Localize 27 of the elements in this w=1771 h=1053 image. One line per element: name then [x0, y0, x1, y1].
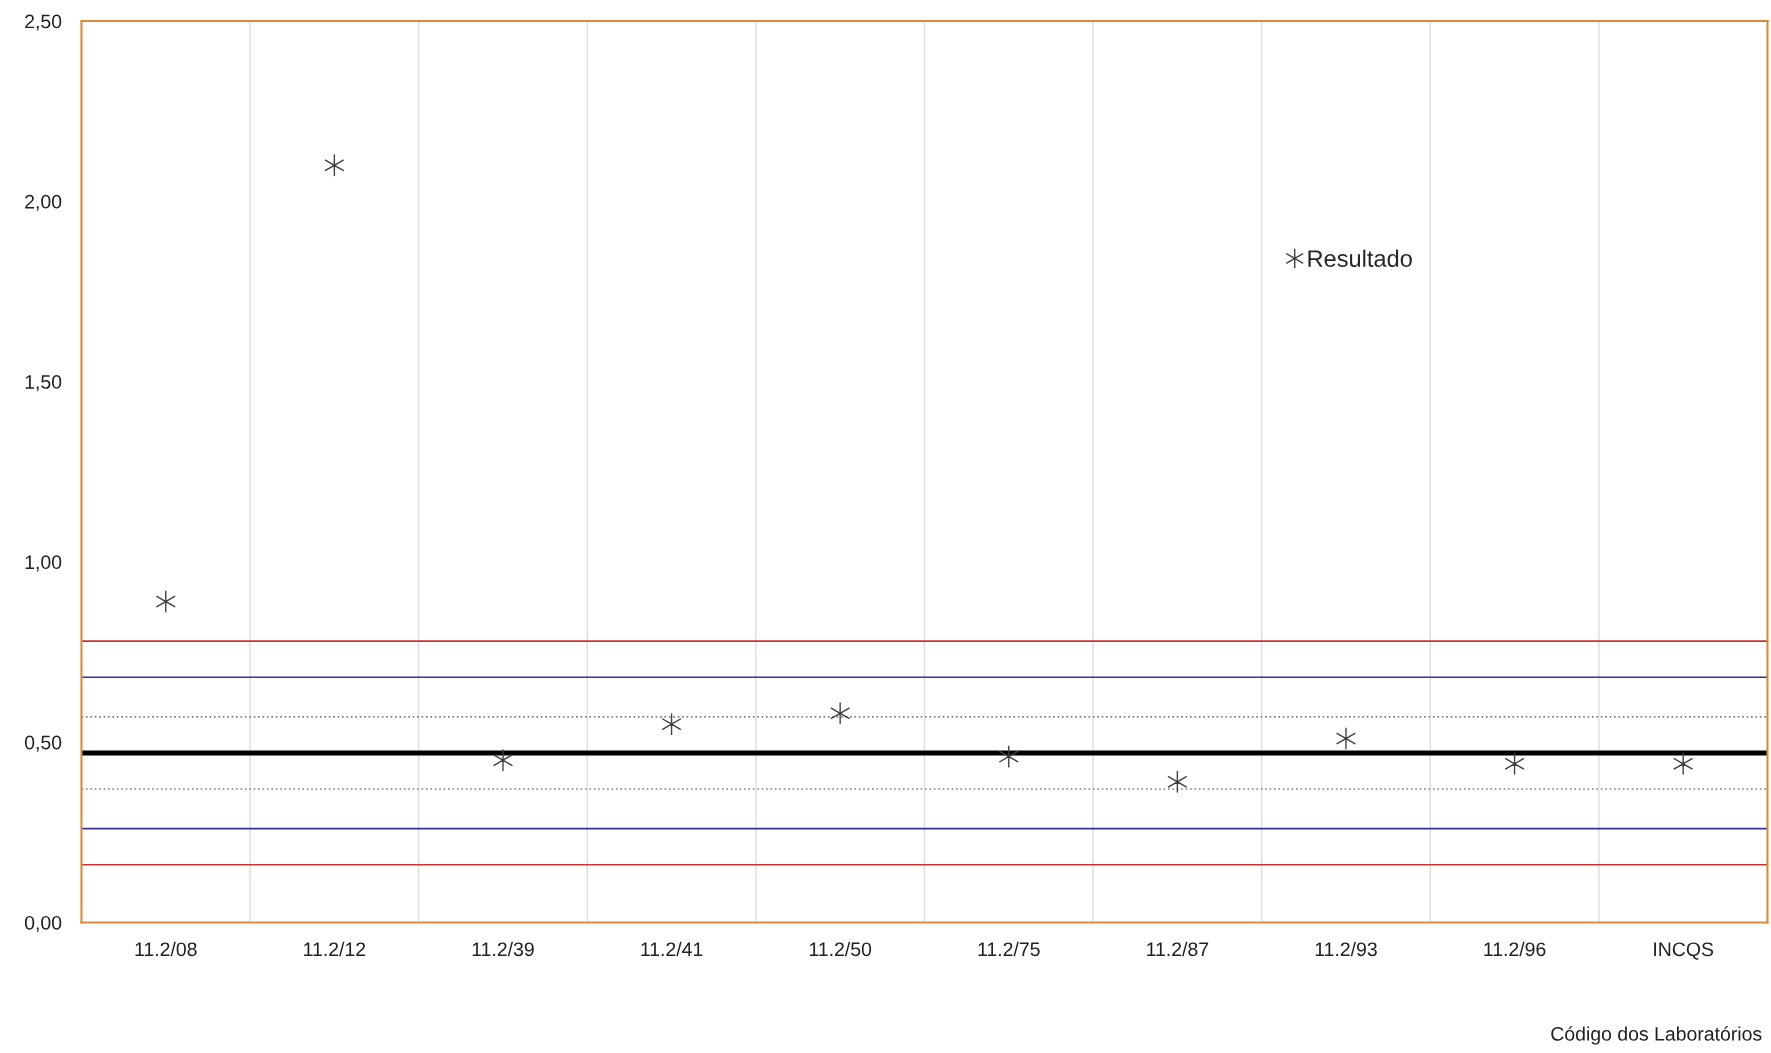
x-tick-label: 11.2/96	[1484, 941, 1546, 957]
y-tick-label: 2,00	[25, 194, 62, 211]
y-tick-label: 2,50	[25, 14, 62, 31]
y-tick-label: 1,50	[25, 375, 62, 392]
x-tick-label: 11.2/08	[135, 941, 197, 957]
point	[1167, 770, 1187, 793]
x-tick-label: 11.2/12	[304, 941, 366, 957]
point	[324, 154, 344, 177]
point	[156, 590, 176, 613]
x-tick-label: 11.2/93	[1315, 941, 1377, 957]
point	[1336, 727, 1356, 750]
point	[830, 702, 850, 725]
x-tick-label: 11.2/41	[641, 941, 703, 957]
y-tick-label: 0,50	[24, 735, 62, 752]
x-tick-label: 11.2/87	[1147, 941, 1209, 957]
x-tick-label: 11.2/50	[809, 941, 872, 957]
point	[493, 749, 513, 772]
point	[1673, 752, 1693, 775]
x-tick-label: 11.2/39	[472, 941, 534, 957]
x-tick-label: 11.2/75	[978, 941, 1040, 957]
legend-label: Resultado	[1308, 249, 1412, 267]
y-tick-label: 0,00	[24, 915, 62, 932]
x-tick-label: INCQS	[1654, 942, 1714, 960]
point	[1504, 752, 1525, 775]
x-axis-title: Código dos Laboratórios	[1551, 1026, 1762, 1045]
point	[661, 713, 682, 736]
y-tick-label: 1,00	[25, 555, 62, 572]
